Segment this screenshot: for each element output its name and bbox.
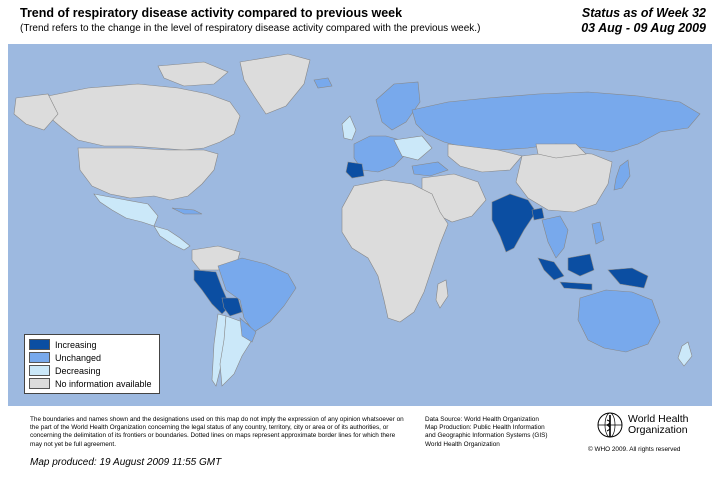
status-date-range: 03 Aug - 09 Aug 2009 [581,21,706,35]
source-line: Map Production: Public Health Informatio… [425,424,545,432]
central-america [153,225,191,251]
iceland [313,77,333,89]
copyright: © WHO 2009. All rights reserved [588,446,681,453]
source-line: World Health Organization [425,440,500,448]
new-zealand [677,341,693,367]
legend-item-decreasing: Decreasing [29,364,155,377]
legend-swatch [29,339,50,350]
paraguay-uruguay [239,317,257,343]
who-emblem-icon [597,412,623,438]
mongolia [535,143,587,159]
japan [613,159,631,191]
bolivia [221,297,243,317]
borneo-java [559,253,595,291]
australia [577,289,661,353]
canada [47,83,241,151]
map-legend: Increasing Unchanged Decreasing No infor… [24,334,160,394]
legend-item-no-info: No information available [29,377,155,390]
eastern-europe [393,135,433,161]
southeast-asia [541,215,569,259]
legend-item-increasing: Increasing [29,338,155,351]
uk [341,115,357,141]
mexico [93,193,159,227]
who-name-line2: Organization [628,424,688,436]
map-title: Trend of respiratory disease activity co… [20,6,403,20]
india [491,193,537,253]
cuba [171,207,203,215]
greenland [239,53,311,115]
legend-swatch [29,365,50,376]
usa [77,147,219,201]
legend-item-unchanged: Unchanged [29,351,155,364]
kazakhstan [447,143,523,173]
legend-label: Increasing [55,339,97,350]
madagascar [435,279,449,309]
legend-label: Decreasing [55,365,101,376]
peru [193,269,231,315]
source-line: Data Source: World Health Organization [425,416,539,423]
status-week: Status as of Week 32 03 Aug - 09 Aug 200… [581,6,706,36]
data-source: Data Source: World Health Organization M… [425,416,585,449]
brazil [217,257,297,333]
arctic-islands [157,61,229,87]
new-guinea [607,267,649,289]
spain [345,161,365,179]
legend-label: Unchanged [55,352,102,363]
who-name-line1: World Health [628,413,689,425]
africa [341,179,449,323]
disclaimer-text: The boundaries and names shown and the d… [30,416,404,448]
legend-swatch [29,378,50,389]
russia [411,91,701,153]
source-line: and Geographic Information Systems (GIS) [425,432,548,440]
legend-label: No information available [55,378,152,389]
sumatra [537,257,565,281]
philippines [591,221,605,245]
who-name: World Health Organization [628,414,689,436]
map-produced-date: Map produced: 19 August 2009 11:55 GMT [30,457,222,468]
legend-swatch [29,352,50,363]
alaska [13,93,59,131]
status-week-label: Status as of Week 32 [581,6,706,20]
map-subtitle: (Trend refers to the change in the level… [20,23,481,34]
bangladesh [531,207,545,221]
turkey [411,161,449,177]
